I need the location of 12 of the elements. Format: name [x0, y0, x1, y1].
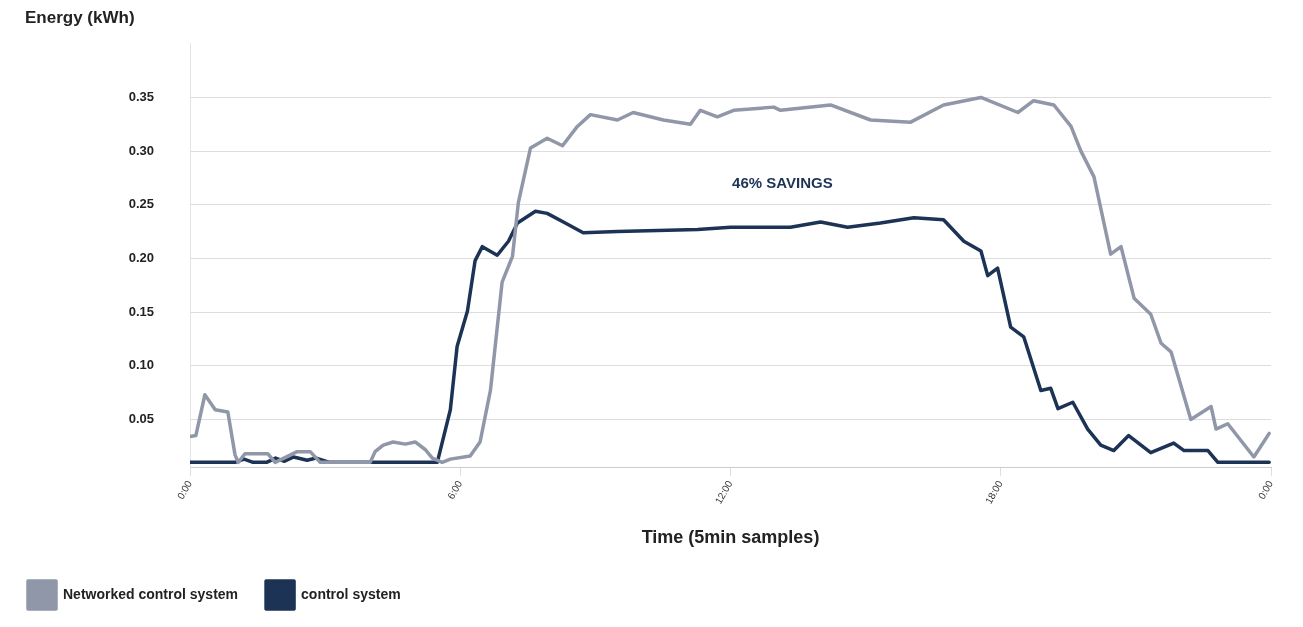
legend-label: control system	[301, 585, 401, 602]
y-tick-label: 0.15	[128, 303, 154, 319]
y-tick-label: 0.20	[128, 250, 154, 266]
x-axis-title: Time (5min samples)	[641, 527, 820, 548]
y-tick-label: 0.30	[128, 142, 154, 158]
y-axis-title: Energy (kWh)	[25, 8, 135, 28]
y-tick-label: 0.05	[128, 411, 154, 427]
y-tick-label: 0.35	[128, 89, 154, 105]
y-tick-label: 0.25	[128, 196, 154, 212]
y-tick-label: 0.10	[128, 357, 154, 373]
annotation: 46% SAVINGS	[732, 173, 833, 191]
legend-label: Networked control system	[63, 585, 239, 602]
